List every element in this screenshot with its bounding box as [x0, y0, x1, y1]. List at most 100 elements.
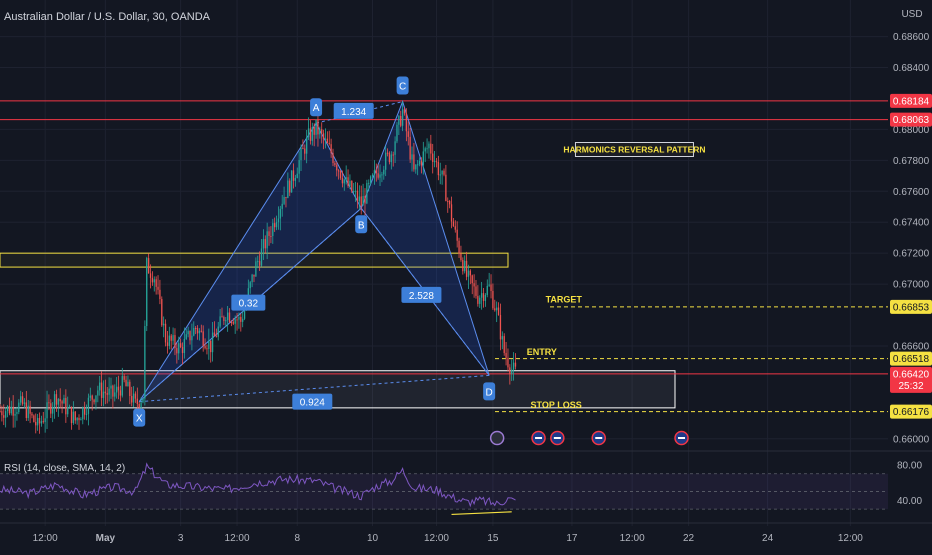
candle-body [336, 165, 338, 171]
candle-body [204, 345, 206, 349]
candle-body [396, 124, 398, 142]
candle-body [93, 399, 95, 403]
candle-body [452, 221, 455, 227]
candle-body [85, 413, 88, 415]
candle-body [68, 406, 71, 408]
pattern-ratio-line [360, 207, 490, 376]
candle-body [415, 164, 417, 170]
candle-body [121, 376, 123, 396]
candle-body [125, 379, 127, 387]
candle-body [377, 173, 379, 178]
candle-body [337, 170, 340, 172]
candle-body [100, 382, 103, 398]
candle-body [95, 395, 97, 403]
flag-stripe-icon [595, 437, 603, 439]
candle-body [351, 180, 353, 192]
candle-body [417, 164, 419, 166]
price-tag-label: 0.66853 [893, 302, 930, 313]
candle-body [161, 299, 163, 326]
candle-body [102, 391, 105, 398]
candle-body [486, 285, 488, 295]
candle-body [0, 410, 1, 412]
candle-body [447, 201, 449, 203]
pattern-ratio-line [138, 207, 362, 403]
price-tick-label: 0.67600 [893, 187, 930, 198]
candle-body [385, 152, 387, 170]
candle-body [467, 270, 470, 277]
pattern-point-label: D [486, 387, 493, 398]
time-tick-label: 24 [762, 533, 774, 544]
candle-body [354, 190, 357, 192]
candle-body [1, 411, 3, 416]
candle-body [115, 386, 118, 393]
candle-body [228, 312, 231, 322]
candle-body [364, 195, 366, 204]
candle-body [132, 393, 135, 403]
candle-body [219, 316, 221, 327]
candle-body [4, 411, 7, 418]
candle-body [242, 318, 244, 322]
candle-body [343, 179, 345, 184]
candle-body [208, 340, 210, 349]
candle-body [243, 308, 246, 319]
candle-body [14, 413, 16, 416]
candle-body [465, 260, 468, 277]
candle-body [179, 343, 182, 348]
candle-body [341, 177, 344, 184]
candle-body [76, 417, 78, 421]
candle-body [448, 201, 451, 205]
candle-body [405, 113, 408, 132]
resistance-zone [0, 252, 509, 268]
candle-body [306, 137, 308, 154]
candle-body [255, 261, 257, 277]
candle-body [234, 319, 236, 324]
candle-body [322, 133, 325, 140]
rsi-line [0, 462, 516, 508]
candle-body [433, 161, 436, 163]
candle-body [298, 160, 300, 174]
candle-body [91, 395, 93, 400]
price-tick-label: 0.67800 [893, 156, 930, 167]
candle-body [326, 138, 329, 143]
candle-body [413, 154, 415, 170]
candle-body [373, 170, 376, 175]
candle-body [411, 154, 413, 160]
candle-body [494, 308, 496, 311]
candle-body [70, 406, 73, 424]
price-tick-label: 0.67200 [893, 249, 930, 260]
candle-body [159, 289, 161, 300]
candle-body [315, 119, 317, 135]
price-tick-label: 0.68000 [893, 125, 930, 136]
candle-body [435, 161, 438, 163]
price-tag-label: 0.66176 [893, 407, 930, 418]
candle-body [191, 335, 193, 341]
candle-body [87, 397, 90, 414]
pattern-title: HARMONICS REVERSAL PATTERN [563, 145, 705, 155]
candle-body [484, 294, 487, 301]
flag-stripe-icon [553, 437, 561, 439]
candle-body [464, 260, 466, 272]
candle-body [74, 411, 76, 421]
candle-body [480, 293, 483, 298]
candle-body [270, 235, 272, 237]
candle-body [251, 274, 253, 283]
candle-body [99, 382, 101, 391]
candle-body [334, 162, 336, 166]
candle-body [249, 282, 251, 289]
flag-stripe-icon [535, 437, 543, 439]
price-tag [890, 112, 932, 127]
candle-body [287, 180, 289, 199]
candle-body [330, 144, 332, 154]
candle-body [501, 336, 503, 340]
annotation-stop-loss: STOP LOSS [531, 400, 582, 410]
price-tag [890, 351, 932, 366]
price-tick-label: 0.66000 [893, 434, 930, 445]
price-tick-label: 0.68600 [893, 32, 930, 43]
candle-body [33, 415, 35, 422]
candle-body [445, 174, 447, 202]
candle-body [332, 153, 334, 163]
candle-body [189, 331, 191, 341]
price-axis-background [888, 0, 932, 550]
